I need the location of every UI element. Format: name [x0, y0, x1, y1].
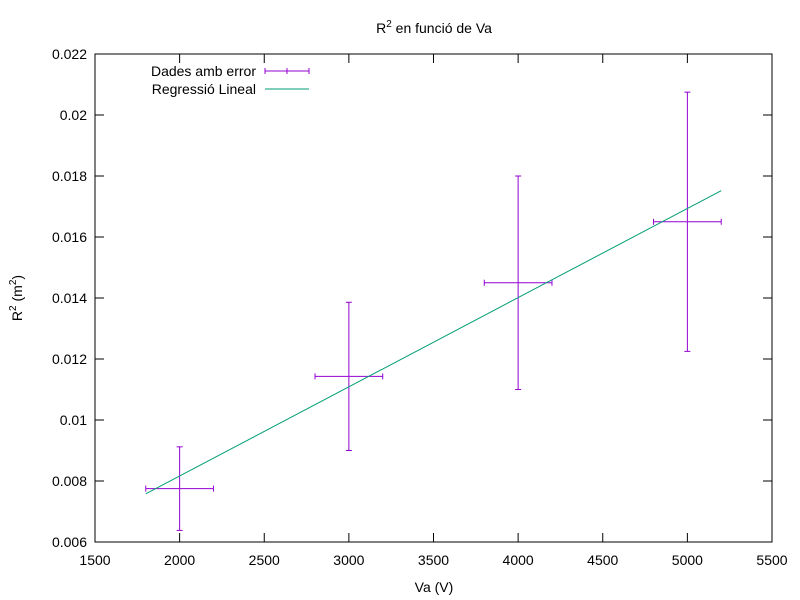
x-ticks: 1500 2000 2500 3000 3500 4000 4500 5000 5500: [79, 54, 788, 568]
x-tick-label: 4500: [587, 552, 618, 568]
x-tick-label: 1500: [79, 552, 110, 568]
x-tick-label: 2000: [164, 552, 195, 568]
data-point: [653, 91, 722, 352]
regression-line: [145, 190, 722, 495]
error-bar-series: [145, 91, 722, 531]
chart-title: R2 en funció de Va: [376, 19, 492, 36]
y-tick-label: 0.006: [52, 534, 87, 550]
x-tick-label: 5500: [756, 552, 787, 568]
x-tick-label: 3500: [418, 552, 449, 568]
y-tick-label: 0.01: [60, 412, 87, 428]
x-tick-label: 5000: [672, 552, 703, 568]
x-tick-label: 4000: [503, 552, 534, 568]
x-tick-label: 2500: [249, 552, 280, 568]
y-tick-label: 0.02: [60, 107, 87, 123]
legend: Dades amb error Regressió Lineal: [151, 63, 310, 97]
data-point: [483, 175, 553, 390]
y-tick-label: 0.022: [52, 46, 87, 62]
x-tick-label: 3000: [333, 552, 364, 568]
y-tick-label: 0.018: [52, 168, 87, 184]
y-tick-label: 0.016: [52, 229, 87, 245]
legend-label-data: Dades amb error: [151, 63, 256, 79]
y-axis-label: R2 (m2): [8, 275, 25, 321]
legend-label-regression: Regressió Lineal: [152, 81, 256, 97]
x-axis-label: Va (V): [415, 579, 454, 595]
plot-frame: [94, 53, 773, 543]
data-point: [145, 446, 214, 531]
y-tick-label: 0.014: [52, 290, 87, 306]
legend-swatch-data: [264, 68, 310, 74]
y-tick-label: 0.012: [52, 351, 87, 367]
data-point: [314, 301, 384, 451]
y-ticks: 0.006 0.008 0.01 0.012 0.014 0.016 0.018 0.02 0.…: [52, 46, 772, 550]
y-tick-label: 0.008: [52, 473, 87, 489]
